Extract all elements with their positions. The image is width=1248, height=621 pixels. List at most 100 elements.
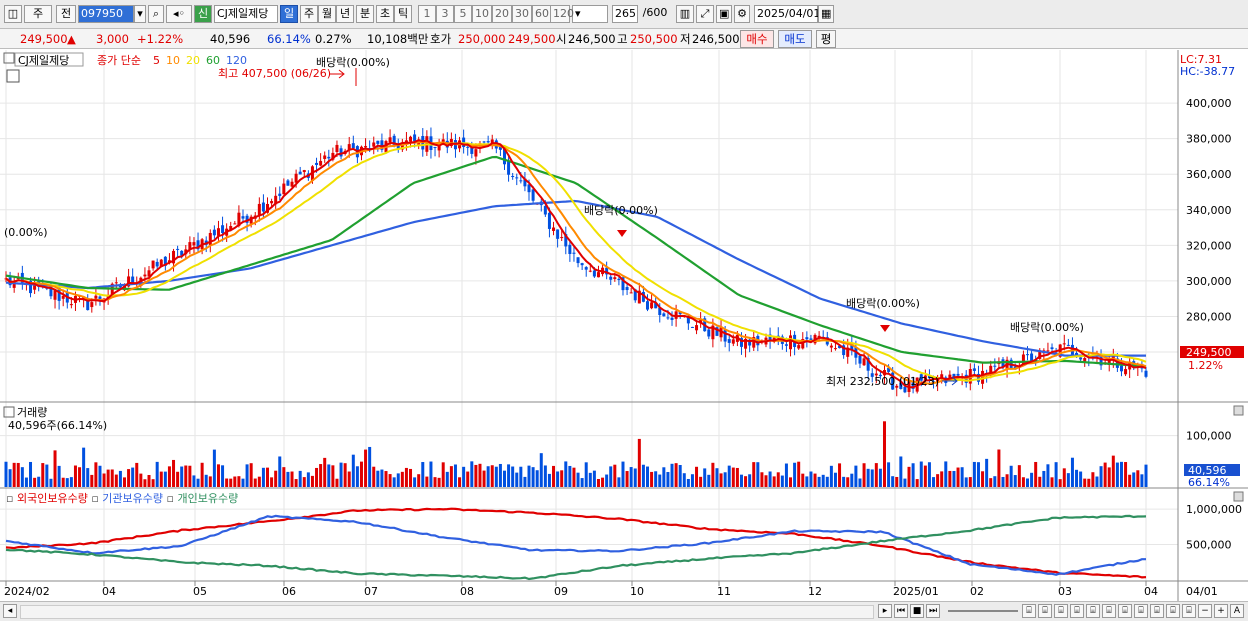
- interval-tab[interactable]: 3: [436, 5, 454, 23]
- chart-area[interactable]: 260,000280,000300,000320,000340,000360,0…: [0, 50, 1248, 601]
- tool-icon[interactable]: ⌸: [1134, 604, 1148, 618]
- stop-icon[interactable]: ■: [910, 604, 924, 618]
- layout-icon[interactable]: ◫: [4, 5, 22, 23]
- candle-body: [576, 257, 580, 264]
- grid-toggle-icon[interactable]: [6, 69, 20, 83]
- tool-icon[interactable]: ⌸: [1054, 604, 1068, 618]
- candle-body: [323, 155, 327, 159]
- prev-button[interactable]: 전: [56, 5, 76, 23]
- crosshair-icon[interactable]: ⤢: [696, 5, 714, 23]
- tool-icon[interactable]: ⌸: [1118, 604, 1132, 618]
- tool-icon[interactable]: ⌸: [1102, 604, 1116, 618]
- interval-select[interactable]: ▾: [572, 5, 608, 23]
- candle-body: [261, 202, 265, 212]
- candle-icon[interactable]: ▥: [676, 5, 694, 23]
- last-icon[interactable]: ⏭: [926, 604, 940, 618]
- volume-bar: [106, 469, 110, 487]
- tool-icon[interactable]: ⌸: [1182, 604, 1196, 618]
- count-input[interactable]: 265: [612, 5, 638, 23]
- stock-code-input[interactable]: 097950: [78, 5, 134, 23]
- search-icon[interactable]: ⌕: [148, 5, 164, 23]
- interval-tab[interactable]: 10: [472, 5, 492, 23]
- tool-icon[interactable]: ⌸: [1166, 604, 1180, 618]
- candle-body: [192, 242, 196, 246]
- tool-icon[interactable]: ⌸: [1022, 604, 1036, 618]
- interval-tab[interactable]: 30: [512, 5, 532, 23]
- zoom-in-icon[interactable]: +: [1214, 604, 1228, 618]
- volume-bar: [376, 470, 380, 487]
- panel-menu-icon[interactable]: ▫: [6, 492, 13, 505]
- volume-bar: [601, 477, 605, 487]
- volume-bar: [621, 461, 625, 487]
- candle-body: [515, 177, 519, 179]
- bottom-scrollbar[interactable]: ◂ ▸ ⏮ ■ ⏭ ⌸ ⌸ ⌸ ⌸ ⌸ ⌸ ⌸ ⌸ ⌸ ⌸ ⌸ − + A: [0, 601, 1248, 621]
- volume-bar: [327, 464, 331, 487]
- interval-tab[interactable]: 120: [550, 5, 574, 23]
- period-tab[interactable]: 초: [376, 5, 394, 23]
- scroll-left-icon[interactable]: ◂: [3, 604, 17, 618]
- first-icon[interactable]: ⏮: [894, 604, 908, 618]
- x-tick-label: 08: [460, 585, 474, 598]
- volume-bar: [568, 465, 572, 487]
- volume-bar: [1087, 478, 1091, 487]
- scroll-track[interactable]: [20, 605, 874, 619]
- volume-bar: [780, 475, 784, 487]
- tool-icon[interactable]: ⌸: [1150, 604, 1164, 618]
- panel-close-icon[interactable]: [1233, 491, 1244, 502]
- candle-body: [731, 339, 735, 344]
- period-tab[interactable]: 월: [318, 5, 336, 23]
- candle-body: [151, 260, 155, 269]
- candle-body: [666, 317, 670, 319]
- axes: 260,000280,000300,000320,000340,000360,0…: [4, 97, 1242, 598]
- period-tab[interactable]: 주: [300, 5, 318, 23]
- interval-tab[interactable]: 5: [454, 5, 472, 23]
- volume-bar: [919, 461, 923, 487]
- zoom-slider[interactable]: [948, 610, 1018, 612]
- dividend-label: 배당락(0.00%): [584, 204, 658, 217]
- calendar-icon[interactable]: ▦: [818, 5, 834, 23]
- interval-tab[interactable]: 60: [532, 5, 552, 23]
- volume-bar: [261, 467, 265, 487]
- volume-bar: [678, 464, 682, 487]
- candle-body: [625, 287, 629, 291]
- candle-body: [507, 161, 511, 175]
- tool-icon[interactable]: ⌸: [1038, 604, 1052, 618]
- chevron-down-icon[interactable]: ▾: [134, 5, 146, 23]
- volume-bar: [73, 465, 77, 487]
- speaker-icon[interactable]: ◂◦: [166, 5, 192, 23]
- tool-icon[interactable]: ⌸: [1070, 604, 1084, 618]
- market-select[interactable]: 주: [24, 5, 52, 23]
- gear-icon[interactable]: ⚙: [734, 5, 750, 23]
- panel-menu-icon[interactable]: [3, 52, 15, 64]
- volume-bar: [666, 472, 670, 487]
- candle-body: [633, 289, 637, 301]
- volume-bar: [658, 474, 662, 487]
- panel-menu-icon[interactable]: [3, 406, 15, 418]
- font-size-icon[interactable]: A: [1230, 604, 1244, 618]
- legend-individual: 개인보유수량: [177, 492, 238, 505]
- candle-body: [1026, 354, 1030, 356]
- period-tab[interactable]: 일: [280, 5, 298, 23]
- candle-body: [57, 287, 61, 301]
- volume-bar: [997, 449, 1001, 487]
- dividend-label: 배당락(0.00%): [1010, 321, 1084, 334]
- volume-bar: [735, 467, 739, 487]
- panel-close-icon[interactable]: [1233, 405, 1244, 416]
- interval-tab[interactable]: 1: [418, 5, 436, 23]
- sell-button[interactable]: 매도: [778, 30, 812, 48]
- eval-button[interactable]: 평: [816, 30, 836, 48]
- tool-icon[interactable]: ⌸: [1086, 604, 1100, 618]
- zoom-out-icon[interactable]: −: [1198, 604, 1212, 618]
- candle-body: [989, 365, 993, 376]
- interval-tab[interactable]: 20: [492, 5, 512, 23]
- date-input[interactable]: 2025/04/01: [754, 5, 820, 23]
- current-price-tag: [1180, 346, 1244, 358]
- period-tab[interactable]: 년: [336, 5, 354, 23]
- period-tab[interactable]: 틱: [394, 5, 412, 23]
- volume-bar: [547, 473, 551, 487]
- save-icon[interactable]: ▣: [716, 5, 732, 23]
- scroll-right-icon[interactable]: ▸: [878, 604, 892, 618]
- volume-bar: [470, 461, 474, 487]
- period-tab[interactable]: 분: [356, 5, 374, 23]
- buy-button[interactable]: 매수: [740, 30, 774, 48]
